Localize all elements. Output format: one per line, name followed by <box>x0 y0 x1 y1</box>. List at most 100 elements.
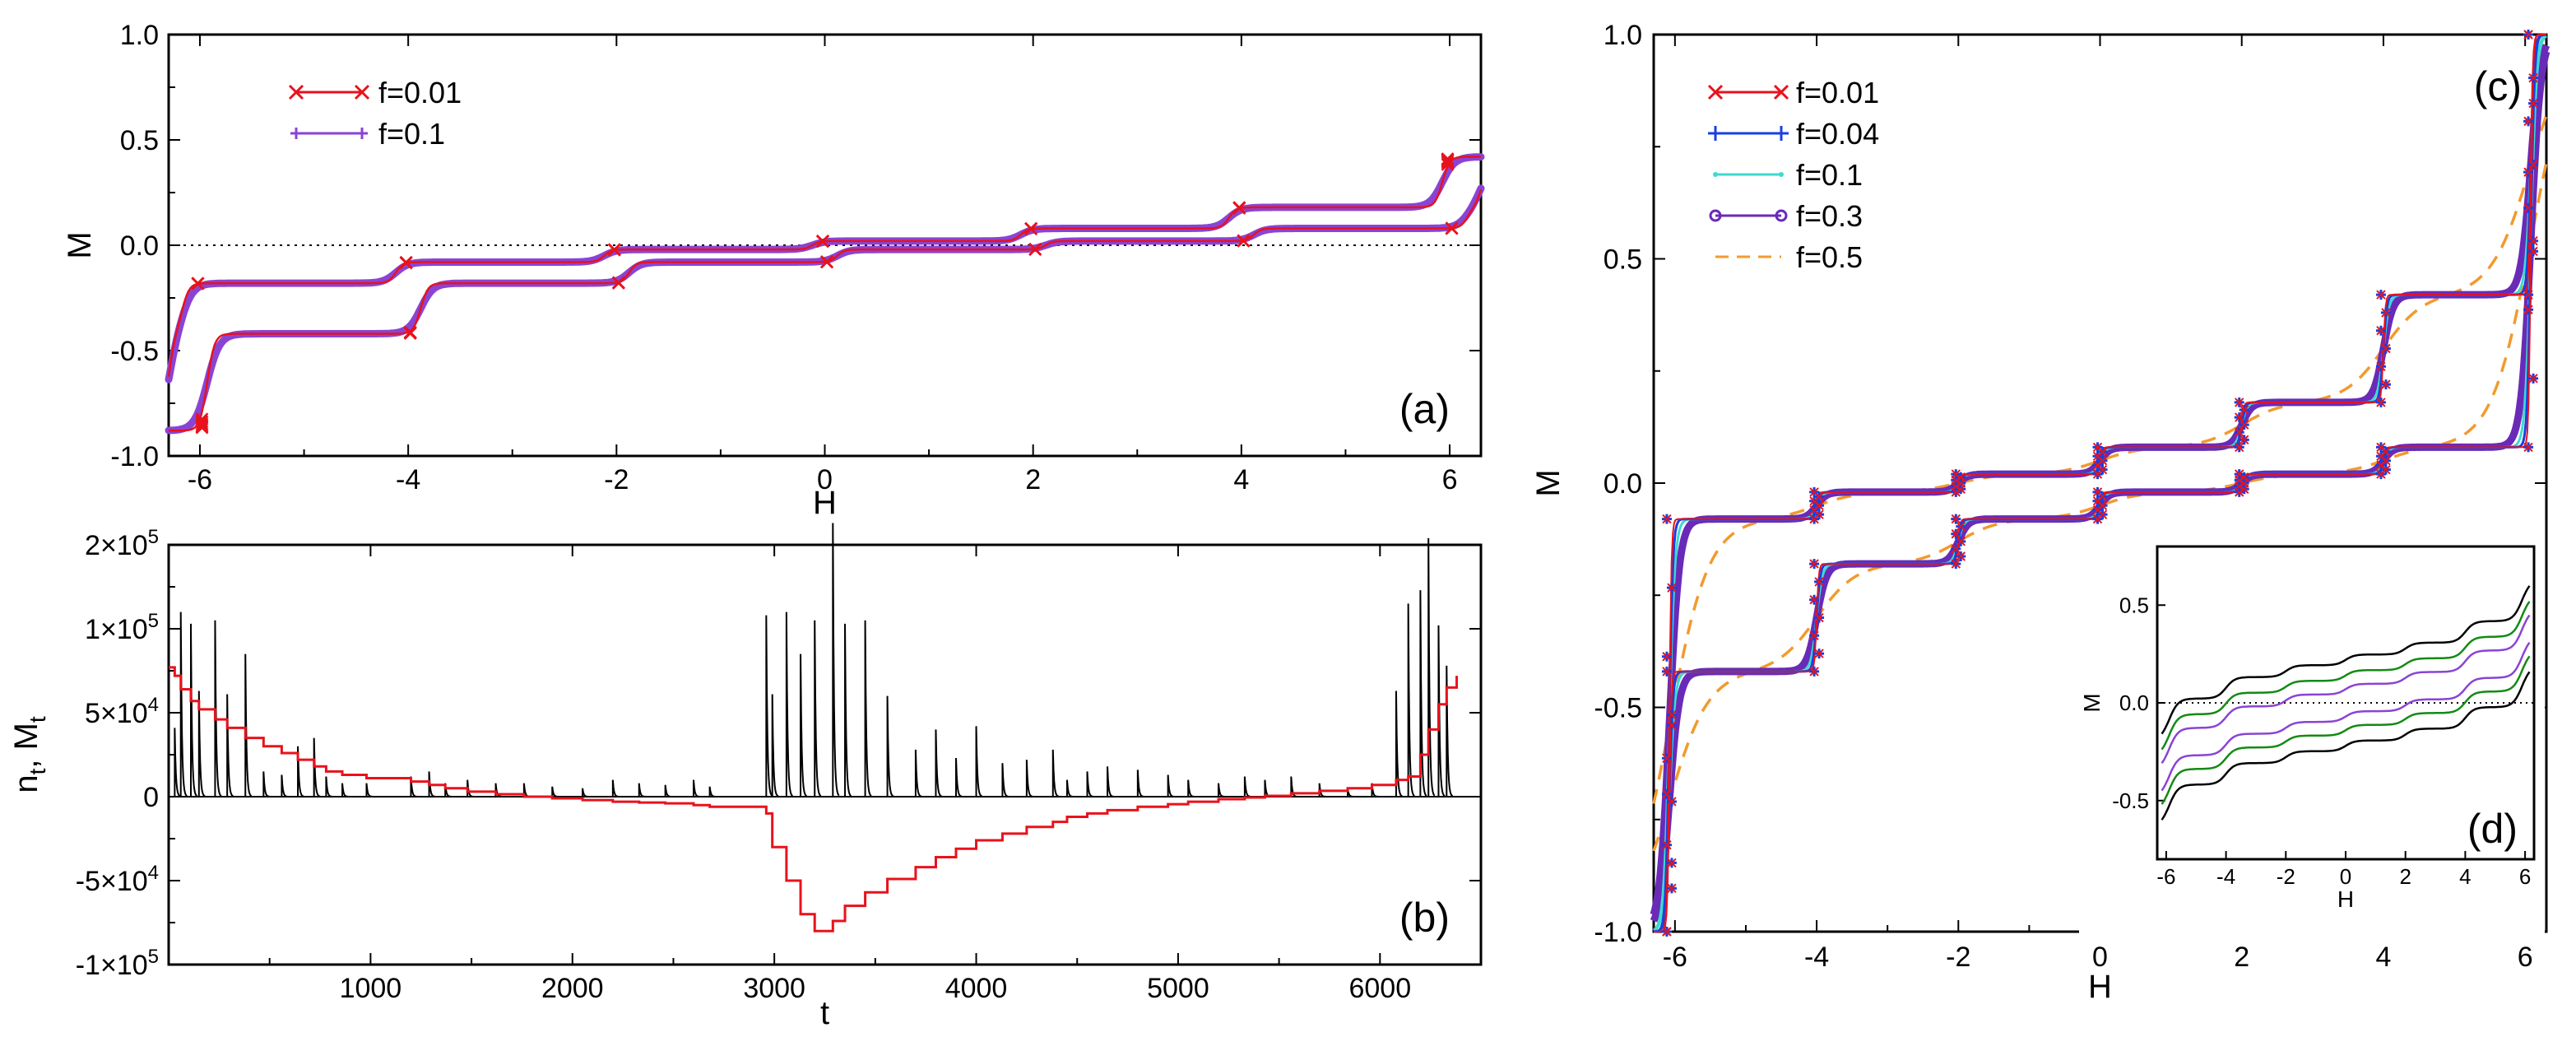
spike-nt <box>1407 603 1415 797</box>
y-axis-label: M <box>62 231 98 258</box>
legend-label: f=0.01 <box>1796 76 1879 109</box>
spike-nt <box>551 786 559 798</box>
inset-series <box>2161 671 2531 821</box>
spike-nt <box>1437 625 1446 797</box>
spike-nt <box>765 615 773 797</box>
spike-nt <box>226 694 234 798</box>
marker-x <box>2235 398 2244 407</box>
marker-x <box>1662 514 1672 524</box>
x-axis-label: t <box>820 995 829 1031</box>
marker-x <box>1662 753 1672 763</box>
marker-x <box>1237 234 1251 248</box>
y-tick-label: -1.0 <box>1594 917 1642 948</box>
marker-x <box>1814 577 1824 587</box>
spike-nt <box>174 728 182 798</box>
spike-nt <box>886 695 894 798</box>
spike-nt <box>800 653 807 798</box>
spike-nt <box>1136 770 1144 798</box>
spike-nt <box>1086 771 1093 798</box>
inset-x-tick-label: 2 <box>2399 864 2411 889</box>
marker-x <box>1809 559 1819 569</box>
legend-marker <box>1708 126 1723 141</box>
panel-c: -6 -4 -2 0 2 4 6 -1.0 -0.5 0.0 0.5 1.0 H M (c) f=0.01 f=… <box>1530 20 2550 1005</box>
spike-nt <box>693 779 700 798</box>
legend-marker <box>356 128 368 139</box>
series-f0.1 <box>165 184 1485 435</box>
series-f0.5 <box>1652 114 2548 804</box>
y-axis-label: M <box>1530 469 1566 496</box>
x-axis-label: H <box>2088 969 2112 1005</box>
marker-x <box>195 417 209 430</box>
marker-x <box>2092 442 2103 453</box>
y-tick-label: 2×105 <box>85 526 159 561</box>
spike-nt <box>814 620 822 797</box>
legend-label: f=0.3 <box>1796 199 1863 233</box>
spike-nt <box>1167 774 1175 798</box>
marker-x <box>2235 412 2244 422</box>
y-tick-label: 0 <box>143 782 159 813</box>
marker-x <box>191 277 205 291</box>
spike-nt <box>935 729 943 798</box>
spike-nt <box>1243 776 1251 798</box>
spike-nt <box>1187 779 1195 798</box>
marker-x <box>1662 927 1672 937</box>
panel-a: -6 -4 -2 0 2 4 6 -1.0 -0.5 0.0 0.5 1.0 H M (a) f=0.01 f=… <box>62 20 1485 521</box>
marker-x <box>2235 442 2244 453</box>
y-tick-label: 0.5 <box>120 125 159 156</box>
x-tick-label: 6000 <box>1348 973 1411 1004</box>
spike-nt <box>341 783 349 798</box>
y-tick-label: 0.0 <box>1604 468 1642 500</box>
inset-x-tick-label: 0 <box>2340 864 2351 889</box>
legend-marker <box>290 128 302 139</box>
y-tick-label: 1.0 <box>1604 20 1642 51</box>
x-tick-label: 5000 <box>1147 973 1209 1004</box>
spike-nt <box>244 653 253 798</box>
spike-nt <box>611 779 620 798</box>
marker-x <box>2235 469 2244 479</box>
marker-x <box>2376 398 2386 407</box>
marker-x <box>2523 116 2533 127</box>
inset-y-tick-label: 0.0 <box>2119 691 2149 715</box>
spike-nt <box>297 746 304 798</box>
x-tick-label: -6 <box>188 464 212 495</box>
spike-nt <box>281 774 288 798</box>
spike-nt <box>214 620 222 797</box>
legend-marker <box>354 84 370 100</box>
legend-marker <box>1773 84 1789 100</box>
legend-marker <box>1707 84 1724 100</box>
y-tick-label: -0.5 <box>1594 693 1642 724</box>
inset-y-tick-label: 0.5 <box>2119 593 2149 617</box>
legend-label: f=0.1 <box>1796 158 1863 192</box>
marker-x <box>1667 858 1677 868</box>
spike-nt <box>638 783 646 798</box>
legend-label: f=0.04 <box>1796 117 1879 151</box>
marker-x <box>1667 583 1677 593</box>
panel-d-inset: -6 -4 -2 0 2 4 6 -0.5 0.0 0.5 H M (d) <box>2079 538 2545 937</box>
marker-x <box>1028 242 1042 256</box>
marker-x <box>1951 544 1961 554</box>
panel-b: 1000 2000 3000 4000 5000 6000 -1×105 -5×104 0 5×1… <box>8 523 1483 1031</box>
x-tick-label: 2 <box>1025 464 1041 495</box>
spike-nt <box>410 776 417 798</box>
marker-x <box>2523 167 2533 177</box>
x-tick-label: -4 <box>396 464 420 495</box>
x-tick-label: 4000 <box>945 973 1008 1004</box>
marker-x <box>607 243 621 257</box>
spike-nt <box>864 620 872 797</box>
spike-nt <box>1001 763 1009 798</box>
legend-marker <box>1709 209 1722 222</box>
y-axis-label: nt, Mt <box>8 716 50 793</box>
inset-series <box>2161 601 2531 751</box>
panel-label-c: (c) <box>2474 63 2522 109</box>
marker-x <box>2523 203 2533 213</box>
marker-x <box>1809 487 1819 497</box>
x-tick-label: 6 <box>1442 464 1458 495</box>
marker-x <box>1232 201 1246 215</box>
marker-x <box>2528 246 2538 257</box>
inset-x-tick-label: 6 <box>2519 864 2531 889</box>
spike-nt <box>365 783 373 798</box>
marker-x <box>2239 435 2249 445</box>
legend-marker <box>1713 172 1718 177</box>
spike-nt <box>1051 749 1060 798</box>
